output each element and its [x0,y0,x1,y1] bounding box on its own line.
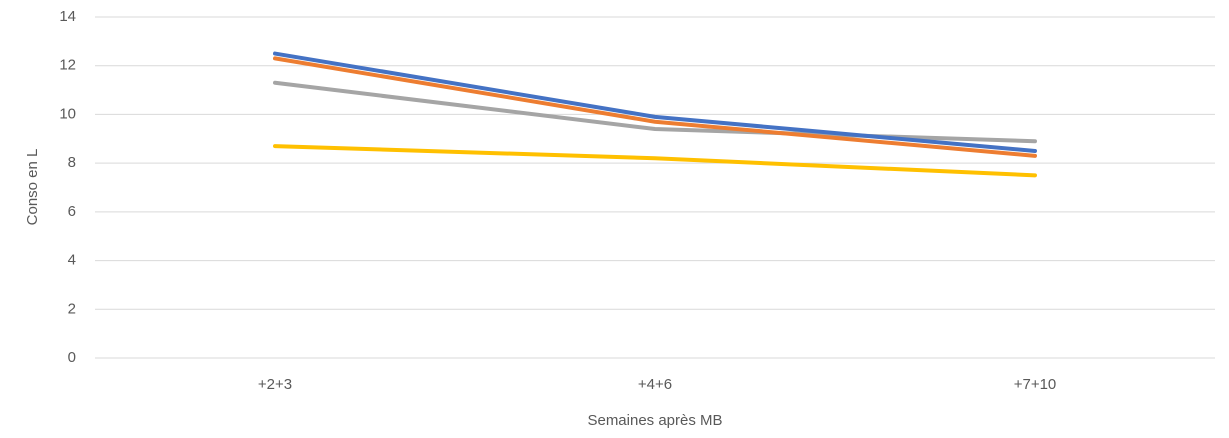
y-tick-label: 6 [68,203,76,220]
y-tick-label: 2 [68,300,76,317]
x-tick-label: +4+6 [638,376,672,393]
y-tick-label: 10 [59,105,76,122]
y-tick-label: 8 [68,154,76,171]
series-line [273,56,1037,158]
y-tick-label: 12 [59,57,76,74]
series-line [273,80,1037,144]
y-tick-label: 14 [59,8,76,25]
x-tick-label: +7+10 [1014,376,1057,393]
x-axis-label: Semaines après MB [587,412,722,429]
x-tick-label: +2+3 [258,376,292,393]
y-axis-label: Conso en L [24,149,41,226]
series-line [273,51,1037,153]
y-tick-label: 4 [68,252,76,269]
series-line [273,144,1037,178]
y-tick-label: 0 [68,349,76,366]
